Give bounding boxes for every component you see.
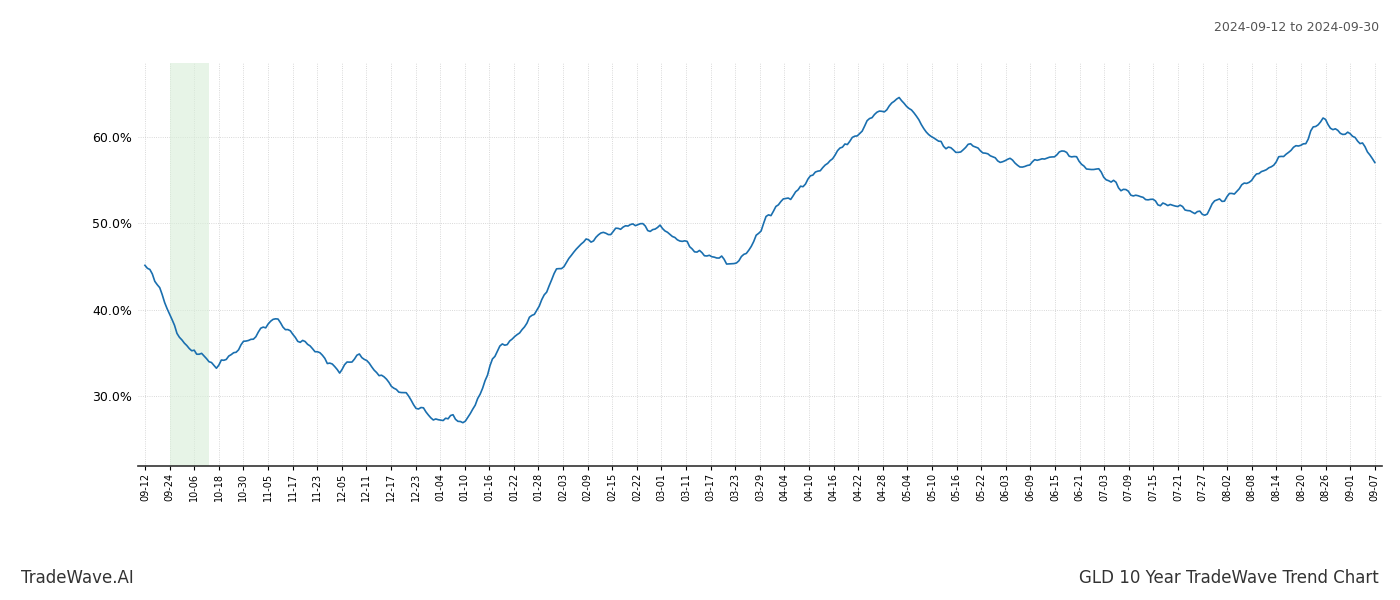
Bar	[169, 63, 209, 466]
Text: 2024-09-12 to 2024-09-30: 2024-09-12 to 2024-09-30	[1214, 21, 1379, 34]
Text: TradeWave.AI: TradeWave.AI	[21, 569, 134, 587]
Text: GLD 10 Year TradeWave Trend Chart: GLD 10 Year TradeWave Trend Chart	[1079, 569, 1379, 587]
